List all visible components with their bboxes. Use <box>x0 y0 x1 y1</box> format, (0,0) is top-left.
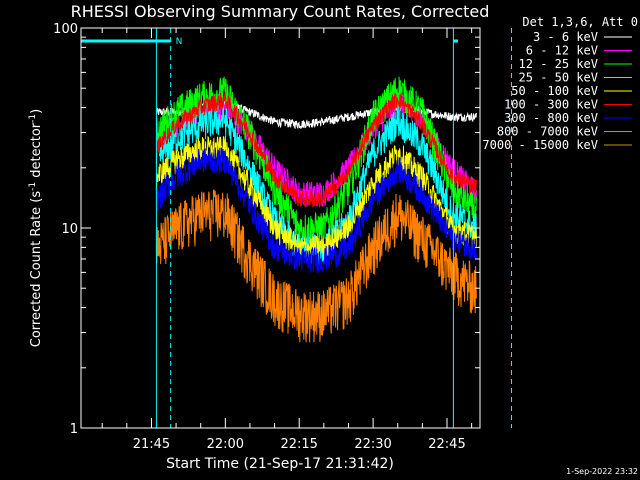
legend-label: 50 - 100 keV <box>511 84 598 98</box>
legend-label: 300 - 800 keV <box>504 111 598 125</box>
y-tick-label: 1 <box>70 422 78 437</box>
legend-label: 7000 - 15000 keV <box>482 138 598 152</box>
y-axis-label: Corrected Count Rate (s-1 detector-1) <box>28 109 44 347</box>
series-line <box>156 91 477 208</box>
y-axis: 1 10 100 <box>53 22 480 437</box>
y-axis-label-sup: -1 <box>28 114 38 123</box>
y-tick-label: 100 <box>53 22 78 37</box>
series-layer <box>155 76 477 343</box>
series-line <box>155 76 477 247</box>
x-tick-label: 22:45 <box>428 437 465 452</box>
x-tick-label: 22:30 <box>354 437 391 452</box>
y-axis-label-part: Corrected Count Rate (s <box>29 191 44 348</box>
legend-label: 3 - 6 keV <box>533 30 598 44</box>
series-line <box>155 135 477 261</box>
x-tick-label: 22:15 <box>280 437 317 452</box>
legend-label: 6 - 12 keV <box>526 44 598 58</box>
series-line <box>155 188 477 343</box>
x-axis: 21:45 22:00 22:15 22:30 22:45 <box>101 28 473 452</box>
x-axis-label: Start Time (21-Sep-17 21:31:42) <box>166 456 394 472</box>
series-line <box>155 147 477 274</box>
marker-layer: N <box>81 28 513 428</box>
legend-label: 12 - 25 keV <box>519 57 598 71</box>
y-tick-label: 10 <box>61 222 78 237</box>
x-tick-label: 22:00 <box>207 437 244 452</box>
night-bar-label: N <box>176 37 183 47</box>
y-axis-label-sup: -1 <box>28 182 38 191</box>
chart-title: RHESSI Observing Summary Count Rates, Co… <box>71 2 490 21</box>
legend-label: 25 - 50 keV <box>519 71 598 85</box>
footer-timestamp: 1-Sep-2022 23:32 <box>566 467 638 476</box>
legend-label: 100 - 300 keV <box>504 98 598 112</box>
legend-title: Det 1,3,6, Att 0 <box>522 15 638 29</box>
x-tick-label: 21:45 <box>133 437 170 452</box>
legend-label: 800 - 7000 keV <box>497 125 598 139</box>
y-axis-label-part: ) <box>29 109 44 114</box>
y-axis-label-part: detector <box>29 122 44 182</box>
